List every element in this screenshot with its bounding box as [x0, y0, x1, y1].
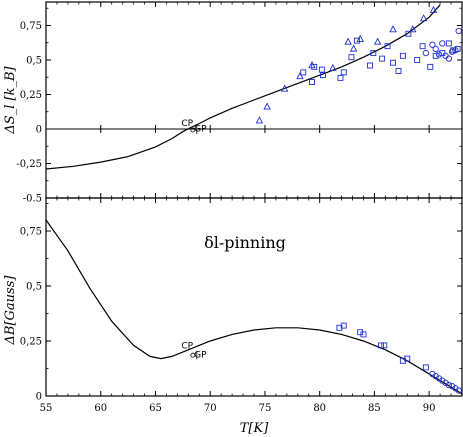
y-tick-label: 0,5 — [26, 55, 42, 66]
annotation-cp: CP — [181, 342, 193, 352]
square-point — [337, 74, 344, 81]
circle-point — [455, 387, 462, 394]
circle-point — [422, 49, 430, 57]
square-point — [370, 50, 377, 57]
square-point — [439, 50, 446, 57]
circle-point — [452, 47, 459, 54]
square-point — [450, 47, 457, 54]
y-tick-label: 0,75 — [20, 227, 42, 238]
square-point — [318, 66, 325, 73]
square-point — [381, 342, 388, 349]
square-point — [353, 37, 360, 44]
square-point — [419, 43, 426, 50]
square-point — [300, 69, 307, 76]
circle-point — [448, 382, 456, 390]
annotation-gp: GP — [194, 351, 207, 361]
triangle-point — [280, 84, 289, 92]
y-tick-label: -0,25 — [16, 159, 42, 170]
x-tick-label: 80 — [313, 403, 326, 414]
y-tick-label: 0,5 — [26, 282, 42, 293]
triangle-point — [296, 72, 304, 80]
x-tick-label: 55 — [40, 403, 53, 414]
circle-point — [435, 51, 443, 58]
circle-point — [448, 48, 456, 55]
square-point — [422, 364, 429, 371]
model-curve — [46, 4, 441, 170]
triangle-point — [263, 102, 271, 110]
circle-point — [455, 27, 462, 35]
triangle-point — [356, 34, 364, 42]
circle-point — [445, 381, 453, 389]
square-point — [390, 59, 396, 66]
square-point — [445, 40, 452, 47]
triangle-point — [373, 37, 382, 45]
panel-title: δl-pinning — [204, 233, 286, 252]
square-point — [432, 52, 439, 59]
model-curve — [46, 219, 462, 395]
x-tick-label: 65 — [149, 403, 162, 414]
square-point — [340, 322, 347, 329]
square-point — [348, 54, 355, 61]
circle-point — [452, 385, 459, 392]
triangle-point — [255, 116, 264, 124]
circle-point — [432, 373, 439, 380]
annotation-gp: GP — [194, 125, 207, 135]
circle-point — [432, 45, 439, 53]
square-point — [395, 68, 402, 74]
circle-point — [429, 370, 436, 378]
square-point — [311, 63, 318, 70]
bottom-panel: 55 60 65 70 75 80 85 90 0 0,25 0,5 0,75 ΔB[Gauss] T[K… — [3, 197, 463, 436]
cp-marker — [190, 127, 196, 133]
triangle-point — [349, 44, 358, 52]
x-tick-label: 90 — [423, 403, 436, 414]
y-axis-label: ΔS_l [k_B] — [3, 65, 18, 134]
y-tick-label: -0.5 — [23, 194, 42, 205]
square-point — [427, 63, 434, 70]
circle-point — [439, 40, 446, 47]
y-tick-label: 0 — [36, 392, 42, 403]
square-point — [384, 43, 391, 50]
circle-point — [429, 41, 436, 48]
circle-point — [435, 375, 443, 382]
square-point — [320, 72, 326, 79]
circle-point — [445, 55, 453, 62]
x-tick-label: 70 — [204, 403, 217, 414]
cp-marker — [190, 352, 196, 358]
square-point — [309, 79, 315, 86]
square-point — [379, 55, 386, 62]
plot-frame — [45, 197, 463, 397]
y-tick-label: 0,25 — [20, 90, 42, 101]
circle-point — [439, 377, 446, 384]
triangle-point — [389, 25, 397, 33]
triangle-point — [344, 37, 352, 45]
square-point — [399, 52, 406, 59]
square-point — [378, 342, 384, 349]
y-tick-label: 0 — [36, 124, 42, 135]
x-tick-label: 75 — [259, 403, 272, 414]
square-point — [405, 30, 412, 37]
y-tick-label: 0,25 — [20, 337, 42, 348]
x-axis-label: T[K] — [240, 421, 269, 436]
x-tick-label: 85 — [368, 403, 381, 414]
square-point — [367, 62, 373, 69]
y-axis-label: ΔB[Gauss] — [3, 275, 18, 346]
triangle-point — [329, 63, 337, 71]
square-point — [360, 331, 367, 338]
triangle-point — [408, 25, 417, 33]
square-point — [340, 69, 347, 76]
annotation-cp: CP — [181, 119, 193, 129]
circle-point — [442, 379, 449, 386]
y-tick-label: 0,75 — [20, 21, 42, 32]
triangle-point — [429, 5, 438, 13]
square-point — [404, 355, 411, 362]
square-point — [414, 57, 421, 63]
x-tick-label: 60 — [94, 403, 107, 414]
triangle-point — [419, 14, 428, 22]
